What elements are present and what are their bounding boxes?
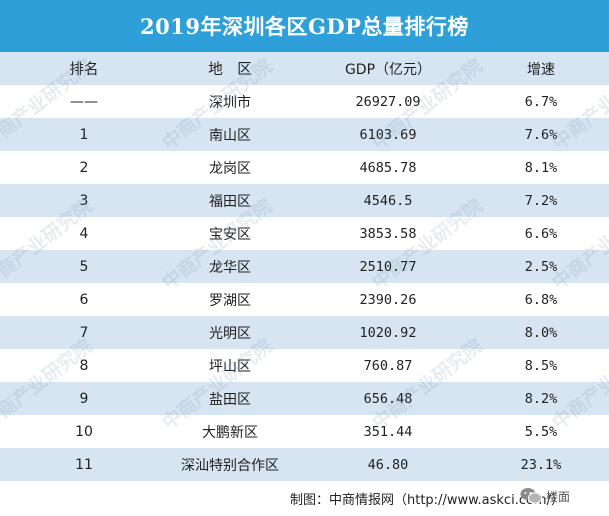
rank-cell: 8 <box>79 357 89 374</box>
rank-cell: 6 <box>79 291 89 308</box>
source-credit: 制图：中商情报网（http://www.askci.com/） <box>290 493 564 508</box>
table-row: 7 光明区 1020.92 8.0% <box>0 316 609 349</box>
district-cell: 罗湖区 <box>209 292 251 309</box>
table-row: 6 罗湖区 2390.26 6.8% <box>0 283 609 316</box>
district-cell: 南山区 <box>209 127 251 144</box>
rank-cell: 11 <box>75 456 93 473</box>
growth-cell: 2.5% <box>524 258 558 275</box>
rank-cell: 1 <box>79 126 89 143</box>
district-cell: 坪山区 <box>209 358 251 375</box>
gdp-cell: 1020.92 <box>359 324 417 341</box>
district-cell: 龙华区 <box>209 259 251 276</box>
rank-cell: 7 <box>79 324 89 341</box>
rank-cell: 9 <box>79 390 89 407</box>
district-cell: 龙岗区 <box>209 160 251 177</box>
district-cell: 深汕特别合作区 <box>181 457 279 474</box>
page-title: 2019年深圳各区GDP总量排行榜 <box>140 14 469 39</box>
growth-cell: 6.7% <box>524 93 558 110</box>
district-cell: 深圳市 <box>209 94 251 111</box>
growth-cell: 7.2% <box>524 192 558 209</box>
growth-cell: 8.0% <box>524 324 558 341</box>
district-cell: 福田区 <box>209 193 251 210</box>
growth-cell: 8.1% <box>524 159 558 176</box>
gdp-table: 排名 地 区 GDP（亿元） 增速 —— 深圳市 26927.09 6.7% 1 南山区 6… <box>0 52 609 481</box>
gdp-cell: 4685.78 <box>359 159 417 176</box>
table-row: 9 盐田区 656.48 8.2% <box>0 382 609 415</box>
gdp-cell: 4546.5 <box>363 192 413 209</box>
gdp-cell: 656.48 <box>363 390 413 407</box>
gdp-cell: 3853.58 <box>359 225 417 242</box>
growth-cell: 7.6% <box>524 126 558 143</box>
header-gdp: GDP（亿元） <box>344 61 432 78</box>
header-rank: 排名 <box>69 62 99 78</box>
gdp-cell: 2390.26 <box>359 291 417 308</box>
table-row: 5 龙华区 2510.77 2.5% <box>0 250 609 283</box>
growth-cell: 8.2% <box>524 390 558 407</box>
growth-cell: 6.6% <box>524 225 558 242</box>
growth-cell: 23.1% <box>520 456 562 473</box>
wechat-icon <box>520 487 542 505</box>
gdp-cell: 2510.77 <box>359 258 417 275</box>
gdp-cell: 46.80 <box>367 456 409 473</box>
growth-cell: 6.8% <box>524 291 558 308</box>
district-cell: 盐田区 <box>209 391 251 408</box>
table-row: 4 宝安区 3853.58 6.6% <box>0 217 609 250</box>
footer: 制图：中商情报网（http://www.askci.com/） <box>0 481 609 516</box>
table-header-row: 排名 地 区 GDP（亿元） 增速 <box>0 52 609 85</box>
wechat-badge: 楼面 <box>520 482 602 510</box>
rank-cell: 5 <box>79 258 89 275</box>
table-row: 8 坪山区 760.87 8.5% <box>0 349 609 382</box>
rank-cell: 10 <box>75 423 93 440</box>
rank-cell: 2 <box>79 159 89 176</box>
title-bar: 2019年深圳各区GDP总量排行榜 <box>0 0 609 52</box>
table-row: 10 大鹏新区 351.44 5.5% <box>0 415 609 448</box>
gdp-cell: 351.44 <box>363 423 413 440</box>
rank-cell: —— <box>70 93 98 110</box>
district-cell: 大鹏新区 <box>202 424 258 441</box>
rank-cell: 3 <box>79 192 89 209</box>
gdp-cell: 6103.69 <box>359 126 417 143</box>
gdp-cell: 760.87 <box>363 357 413 374</box>
table-row: 2 龙岗区 4685.78 8.1% <box>0 151 609 184</box>
gdp-cell: 26927.09 <box>355 93 421 110</box>
header-growth: 增速 <box>527 61 555 78</box>
table-row: 1 南山区 6103.69 7.6% <box>0 118 609 151</box>
header-district: 地 区 <box>208 62 252 78</box>
growth-cell: 5.5% <box>524 423 558 440</box>
badge-label: 楼面 <box>546 489 571 504</box>
table-row: 11 深汕特别合作区 46.80 23.1% <box>0 448 609 481</box>
table-row: 3 福田区 4546.5 7.2% <box>0 184 609 217</box>
rank-cell: 4 <box>79 225 89 242</box>
district-cell: 光明区 <box>209 325 251 342</box>
growth-cell: 8.5% <box>524 357 558 374</box>
district-cell: 宝安区 <box>209 226 251 243</box>
table-row: —— 深圳市 26927.09 6.7% <box>0 85 609 118</box>
